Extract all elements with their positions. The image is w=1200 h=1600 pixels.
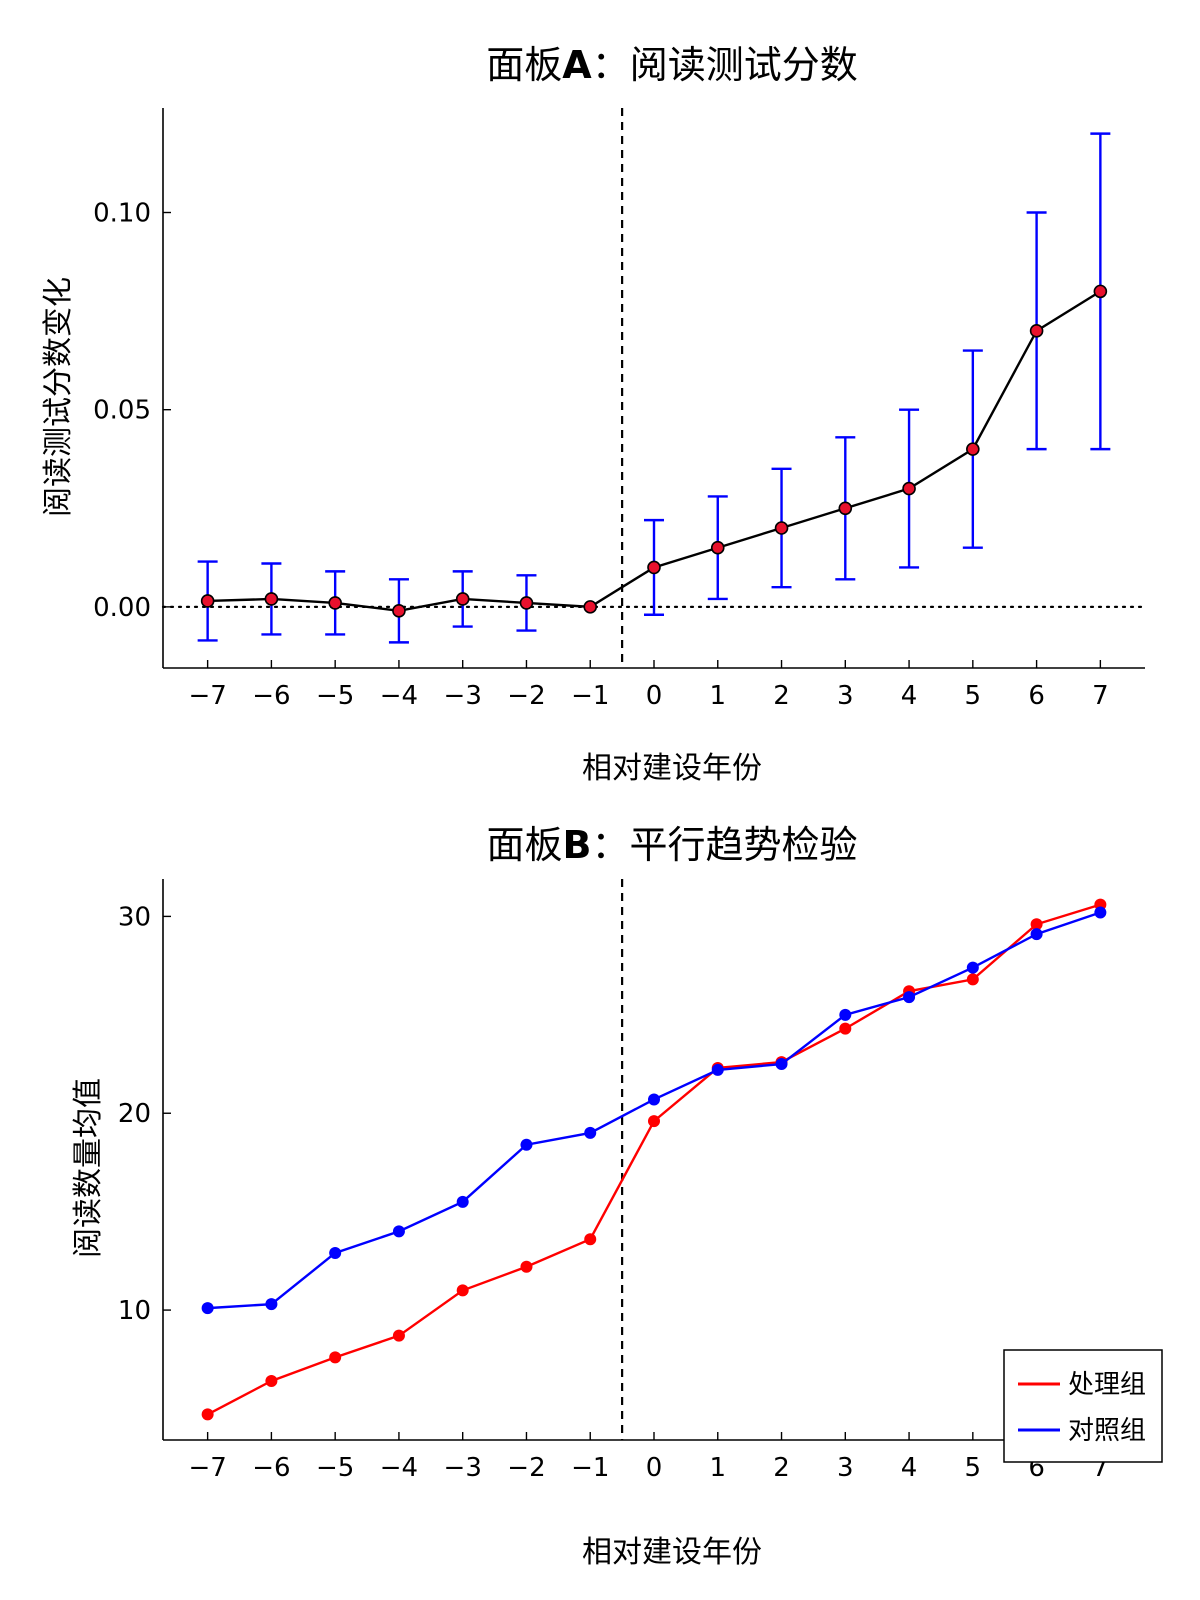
panel-b-x-tick-label: 0 <box>646 1453 663 1483</box>
panel-b-control-point <box>456 1195 469 1208</box>
panel-b-treatment-point <box>520 1260 533 1273</box>
panel-b-treatment-point <box>839 1022 852 1035</box>
panel-a-x-tick-label: −2 <box>507 681 545 711</box>
panel-a-x-tick-label: 5 <box>965 681 982 711</box>
panel-a-point <box>1093 284 1108 299</box>
panel-a-x-tick-label: −3 <box>444 681 482 711</box>
panel-a-x-tick-label: 3 <box>837 681 854 711</box>
panel-b-control-point <box>1030 928 1043 941</box>
panel-a-point <box>902 481 916 496</box>
panel-a-x-tick-label: 6 <box>1028 681 1045 711</box>
panel-a: 面板A：阅读测试分数 相对建设年份 阅读测试分数变化 −7 −6 −5 −4 −3 −2−… <box>41 43 1147 786</box>
panel-a-point <box>264 592 279 606</box>
panel-a-x-tick-label: 0 <box>646 681 663 711</box>
panel-b-treatment-point <box>329 1351 342 1364</box>
panel-b-control-point <box>329 1247 342 1259</box>
panel-b-x-tick-label: 3 <box>837 1453 854 1483</box>
panel-b: 面板B：平行趋势检验 相对建设年份 阅读数量均值 −7 −6 −5 −4 −3 −2 −1 0… <box>71 823 1163 1570</box>
panel-b-x-tick-label: 1 <box>709 1453 726 1483</box>
panel-a-point <box>710 540 725 555</box>
panel-a-x-tick-label: 7 <box>1092 681 1109 711</box>
panel-a-point <box>774 521 789 535</box>
panel-b-y-tick-label: 20 <box>118 1099 151 1129</box>
panel-b-control-point <box>392 1225 405 1238</box>
panel-b-x-tick-label: −4 <box>380 1453 418 1483</box>
panel-a-x-tick-label: 1 <box>709 681 726 711</box>
panel-b-x-tick-label: 5 <box>965 1453 982 1483</box>
panel-b-treatment-point <box>966 973 979 986</box>
legend-label-treatment: 处理组 <box>1068 1370 1146 1400</box>
panel-b-x-axis-label: 相对建设年份 <box>582 1535 762 1570</box>
panel-a-point <box>392 604 406 618</box>
panel-b-control-point <box>775 1058 788 1071</box>
panel-b-control-point <box>584 1126 597 1139</box>
panel-a-x-tick-label: −1 <box>571 681 609 711</box>
panel-a-point <box>838 501 853 516</box>
panel-b-x-tick-label: −3 <box>444 1453 482 1483</box>
panel-b-x-tick-label: −6 <box>252 1453 290 1483</box>
panel-a-x-tick-label: −5 <box>316 681 354 711</box>
panel-a-y-tick-label: 0.10 <box>93 199 151 229</box>
panel-b-control-point <box>648 1093 660 1106</box>
panel-a-x-tick-label: −6 <box>252 681 290 711</box>
panel-a-point <box>455 592 470 606</box>
panel-b-treatment-point <box>201 1408 214 1421</box>
panel-a-title: 面板A：阅读测试分数 <box>486 43 857 87</box>
panel-b-y-axis-label: 阅读数量均值 <box>71 1078 106 1258</box>
panel-a-point <box>519 596 534 610</box>
panel-b-y-tick-label: 10 <box>118 1296 151 1326</box>
panel-b-x-tick-label: −5 <box>316 1453 354 1483</box>
panel-a-point <box>1029 324 1044 338</box>
panel-b-y-tick-label: 30 <box>118 902 151 932</box>
panel-b-x-tick-label: −7 <box>188 1453 226 1483</box>
panel-b-x-tick-label: −2 <box>507 1453 545 1483</box>
panel-b-treatment-point <box>1030 918 1043 931</box>
panel-a-x-tick-label: −4 <box>380 681 418 711</box>
panel-b-control-point <box>201 1302 214 1315</box>
panel-a-y-tick-label: 0.00 <box>93 593 151 623</box>
panel-b-title: 面板B：平行趋势检验 <box>487 823 858 867</box>
legend-box <box>1003 1349 1163 1463</box>
panel-b-treatment-point <box>456 1284 469 1297</box>
panel-b-control-point <box>711 1063 724 1076</box>
panel-b-x-tick-label: −1 <box>571 1453 609 1483</box>
panel-b-control-point <box>520 1138 533 1151</box>
panel-a-x-tick-label: −7 <box>188 681 226 711</box>
panel-a-plot-area: −7 −6 −5 −4 −3 −2 −1 0 1 2 3 4 5 6 7 0.00 0.05 0.10 <box>93 108 1147 711</box>
panel-b-control-point <box>839 1008 852 1021</box>
panel-a-y-tick-label: 0.05 <box>93 396 151 426</box>
panel-b-control-point <box>1094 906 1107 919</box>
panel-a-point <box>966 442 980 456</box>
panel-a-y-axis-label: 阅读测试分数变化 <box>41 277 76 517</box>
legend: 处理组 对照组 <box>1003 1349 1163 1463</box>
panel-b-control-point <box>903 991 916 1004</box>
panel-a-point <box>647 560 661 575</box>
panel-a-x-tick-label: 4 <box>901 681 918 711</box>
panel-b-control-point <box>966 961 979 974</box>
panel-b-treatment-point <box>648 1115 660 1128</box>
panel-b-treatment-point <box>392 1329 405 1342</box>
panel-b-x-tick-label: 4 <box>901 1453 918 1483</box>
panel-a-point <box>200 594 215 608</box>
panel-a-point <box>328 596 342 610</box>
panel-a-x-axis-label: 相对建设年份 <box>582 751 762 786</box>
legend-label-control: 对照组 <box>1068 1416 1146 1446</box>
panel-b-x-tick-label: 2 <box>773 1453 790 1483</box>
panel-b-treatment-point <box>265 1374 278 1387</box>
panel-b-control-point <box>265 1298 278 1311</box>
panel-b-treatment-point <box>584 1233 597 1246</box>
panel-a-x-tick-label: 2 <box>773 681 790 711</box>
panel-a-point <box>583 600 598 614</box>
